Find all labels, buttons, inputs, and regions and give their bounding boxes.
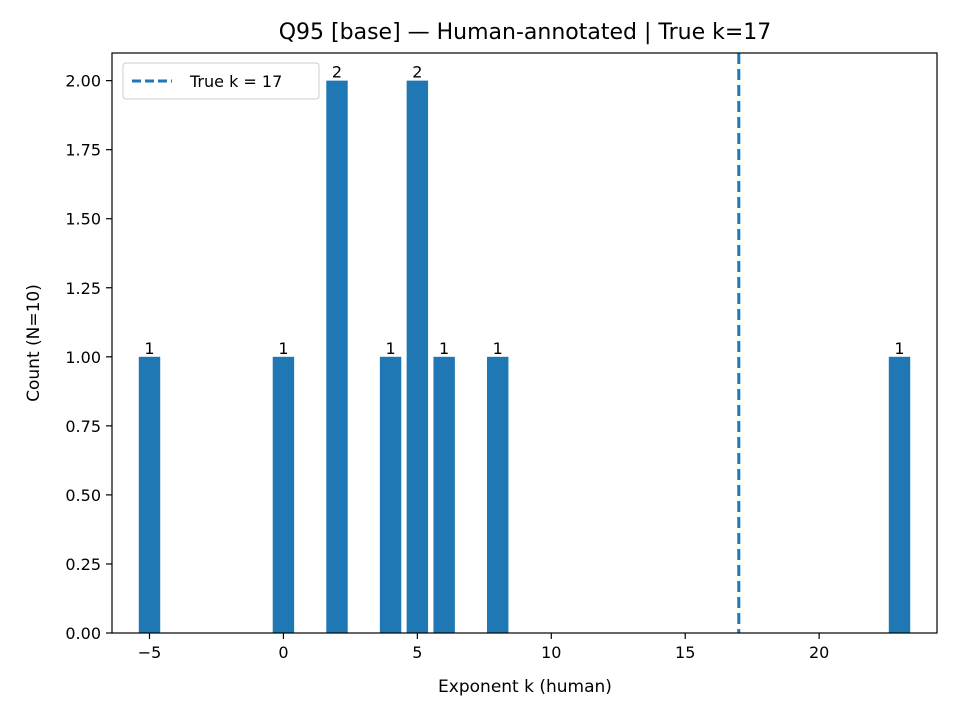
bar-value-label: 1 [493, 339, 503, 358]
bar [138, 356, 161, 633]
bar [379, 356, 402, 633]
bar-labels-group: 1 1 2 1 2 1 1 1 [144, 63, 904, 358]
x-tick-label: 5 [412, 643, 422, 662]
y-tick-label: 0.25 [65, 555, 101, 574]
x-axis-label: Exponent k (human) [438, 677, 612, 697]
bar [272, 356, 295, 633]
bar [406, 80, 429, 634]
bar-value-label: 1 [144, 339, 154, 358]
bar [433, 356, 455, 633]
y-tick-label: 1.50 [65, 210, 101, 229]
y-tick-label: 0.75 [65, 417, 101, 436]
bar-value-label: 1 [439, 339, 449, 358]
bar [487, 356, 509, 633]
y-tick-label: 2.00 [65, 72, 101, 91]
x-tick-label: 20 [809, 643, 829, 662]
x-tick-label: −5 [138, 643, 162, 662]
bar-value-label: 2 [412, 63, 422, 82]
chart-title: Q95 [base] — Human-annotated | True k=17 [279, 20, 772, 45]
bar [888, 356, 911, 633]
x-tick-label: 10 [541, 643, 561, 662]
bar [326, 80, 348, 634]
x-tick-label: 0 [278, 643, 288, 662]
plot-frame [111, 52, 938, 634]
y-tick-label: 0.00 [65, 624, 101, 643]
y-axis-label: Count (N=10) [24, 284, 44, 402]
y-tick-label: 1.00 [65, 348, 101, 367]
x-tick-label: 15 [675, 643, 695, 662]
bar-value-label: 1 [278, 339, 288, 358]
y-tick-label: 1.25 [65, 279, 101, 298]
bar-value-label: 1 [385, 339, 395, 358]
legend: True k = 17 [122, 62, 320, 100]
y-axis-ticks: 0.00 0.25 0.50 0.75 1.00 1.25 1.50 1.75 2.00 [65, 72, 112, 643]
bar-value-label: 2 [332, 63, 342, 82]
legend-box [122, 62, 320, 100]
y-tick-label: 0.50 [65, 486, 101, 505]
y-tick-label: 1.75 [65, 141, 101, 160]
bar-value-label: 1 [894, 339, 904, 358]
bars-group [138, 80, 911, 634]
legend-entry-label: True k = 17 [189, 72, 282, 91]
x-axis-ticks: −5 0 5 10 15 20 [138, 633, 829, 662]
